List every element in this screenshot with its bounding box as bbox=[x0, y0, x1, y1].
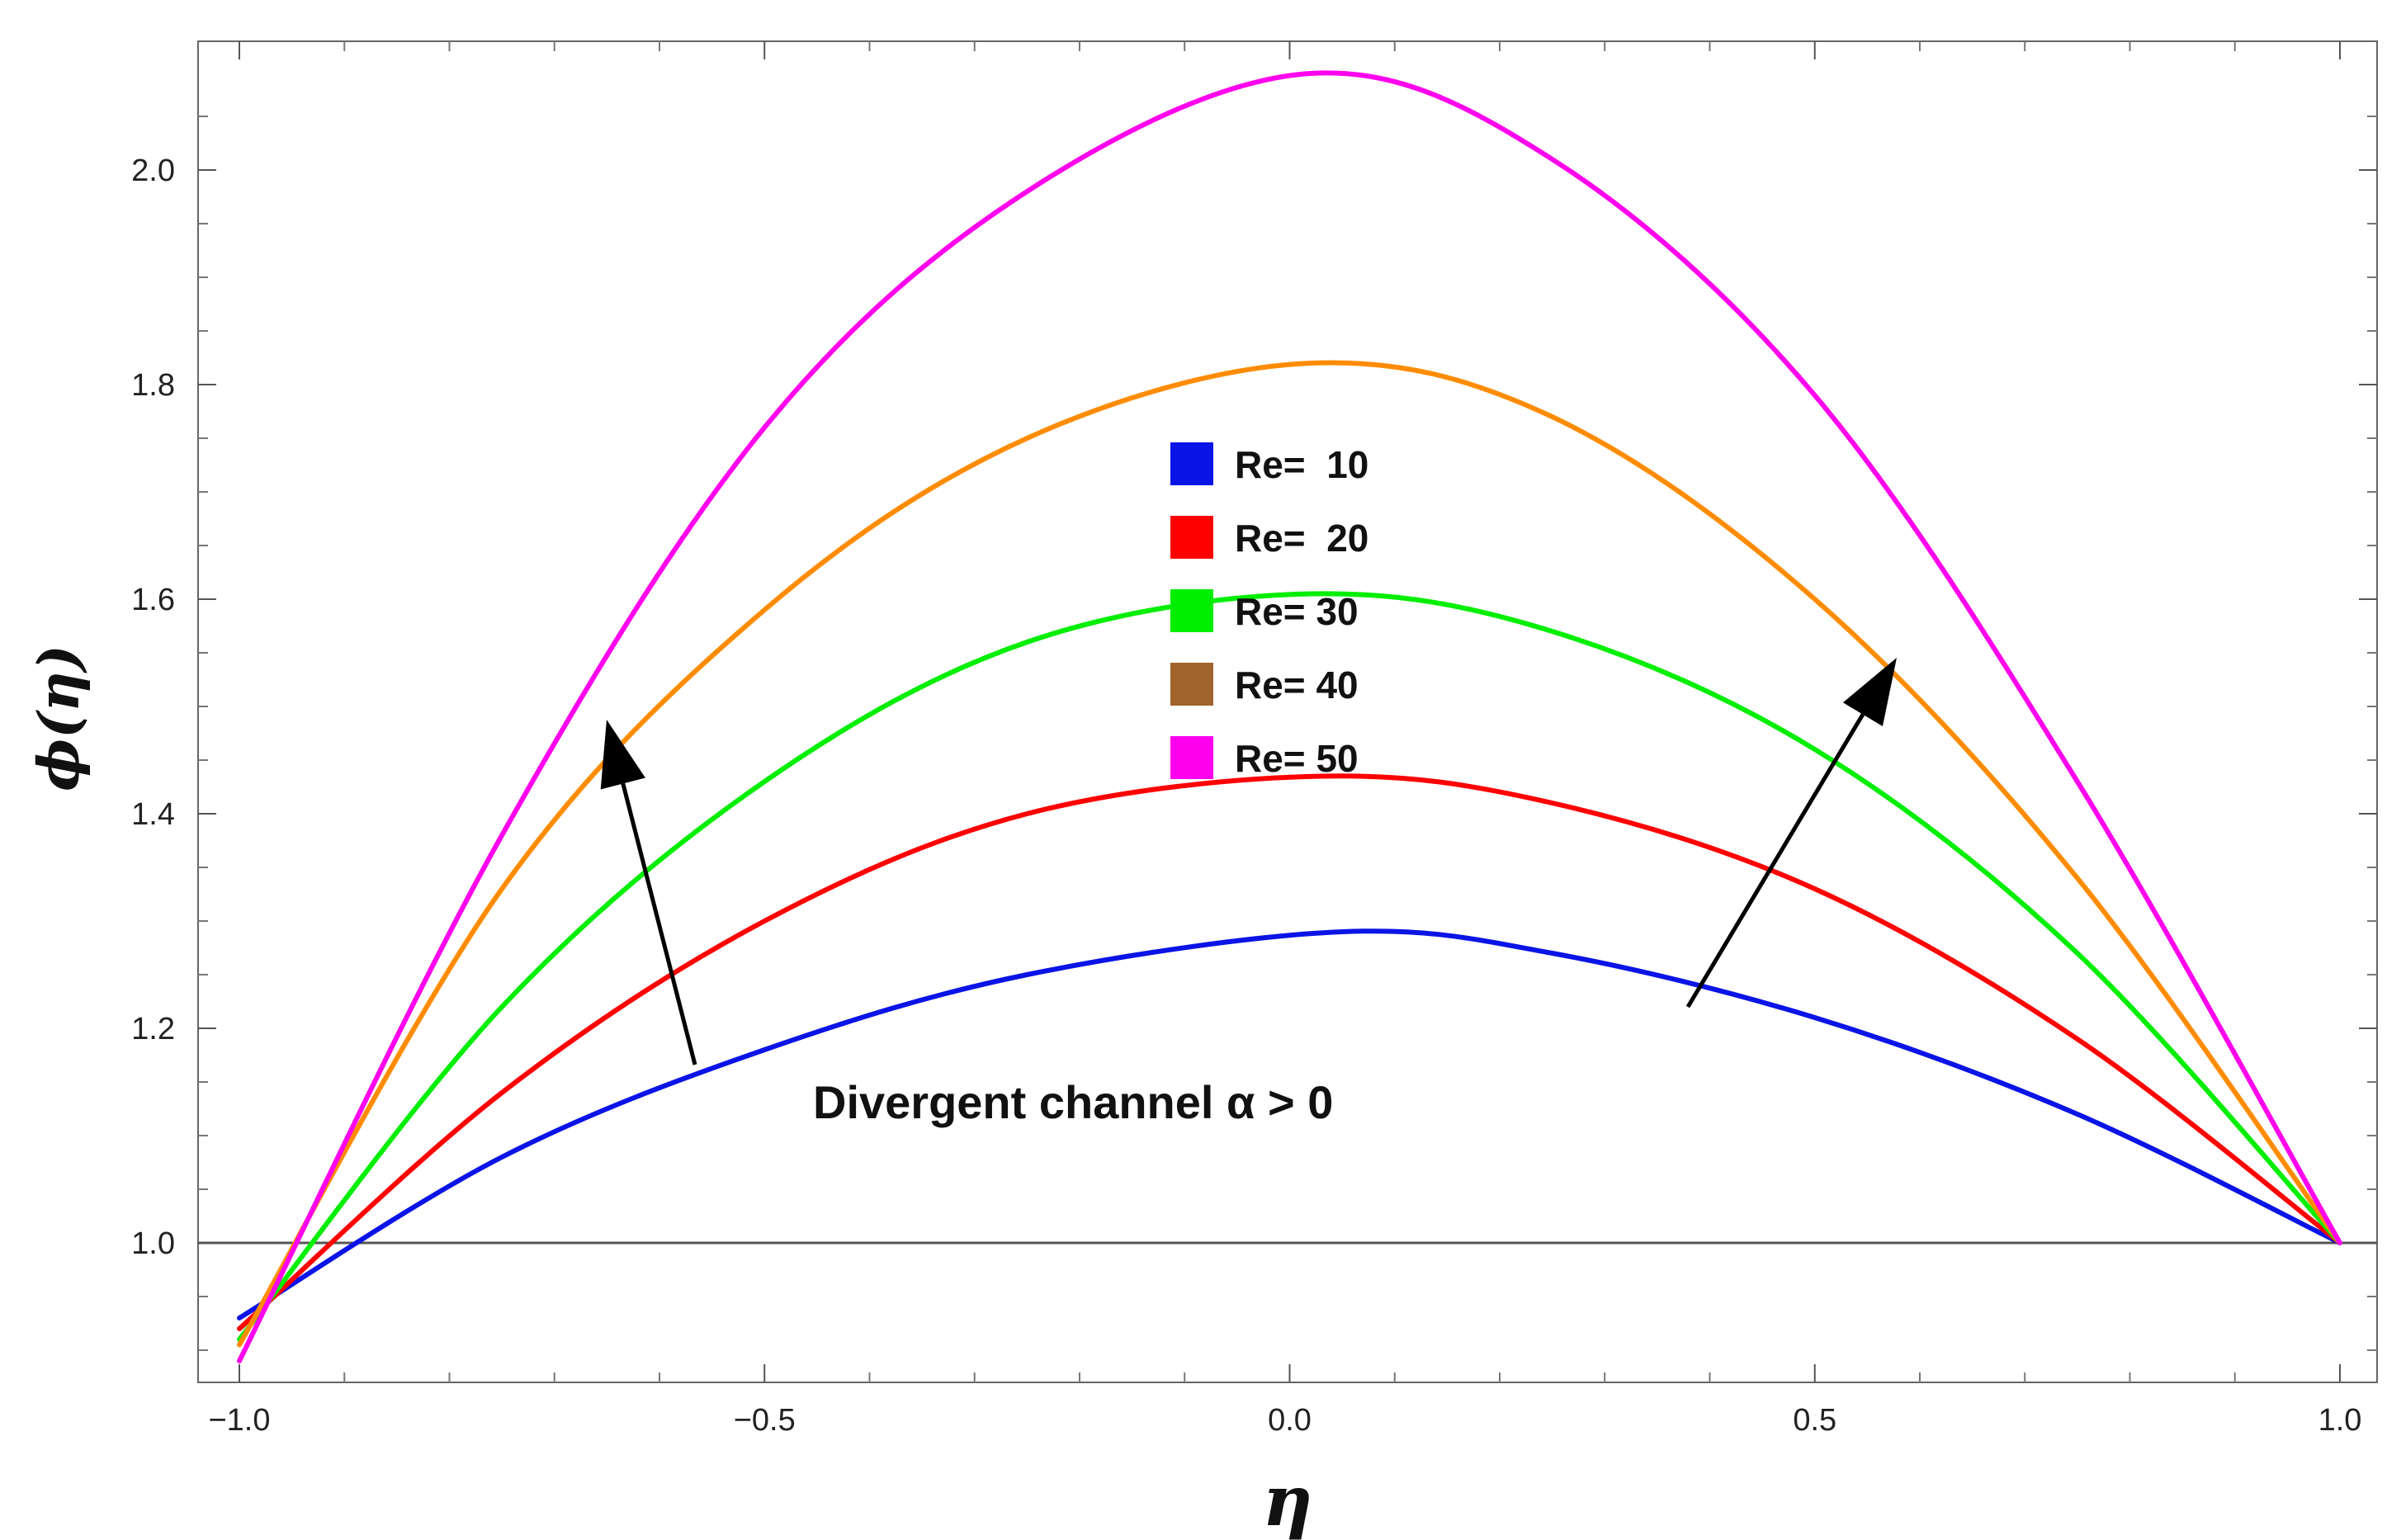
legend-label-1: Re= 10 bbox=[1235, 443, 1368, 486]
y-tick-label: 1.4 bbox=[131, 797, 175, 832]
y-axis-title: ϕ(η) bbox=[26, 645, 92, 791]
legend-label-4: Re= 40 bbox=[1235, 664, 1359, 706]
arrow-left bbox=[600, 720, 697, 1065]
legend-label-3: Re= 30 bbox=[1235, 590, 1359, 633]
annotation-divergent-channel: Divergent channel α > 0 bbox=[813, 1076, 1333, 1128]
x-axis-title: η bbox=[1262, 1460, 1312, 1540]
legend-swatch-2 bbox=[1170, 516, 1213, 559]
x-tick-label: 0.5 bbox=[1793, 1403, 1836, 1438]
legend-label-5: Re= 50 bbox=[1235, 737, 1359, 780]
tick-layer: −1.0 −0.5 0.0 0.5 1.0 1.0 1.2 1.4 1.6 1.8 2.0 bbox=[131, 41, 2377, 1438]
y-tick-label: 1.0 bbox=[131, 1226, 175, 1261]
legend: Re= 10 Re= 20 Re= 30 Re= 40 Re= 50 bbox=[1170, 442, 1368, 780]
x-tick-label: 1.0 bbox=[2318, 1403, 2362, 1438]
legend-swatch-3 bbox=[1170, 589, 1213, 632]
series-layer bbox=[237, 70, 2342, 1363]
y-tick-label: 1.8 bbox=[131, 368, 175, 403]
series-line-3 bbox=[237, 591, 2342, 1342]
x-tick-label: −0.5 bbox=[734, 1403, 796, 1438]
y-tick-label: 2.0 bbox=[131, 154, 175, 188]
arrow-layer bbox=[600, 658, 1897, 1065]
series-line-4 bbox=[237, 360, 2342, 1348]
legend-swatch-1 bbox=[1170, 442, 1213, 485]
series-line-5 bbox=[237, 70, 2342, 1363]
series-line-1 bbox=[237, 928, 2342, 1320]
legend-label-2: Re= 20 bbox=[1235, 517, 1368, 560]
arrow-right bbox=[1685, 658, 1897, 1009]
plot-frame bbox=[197, 40, 2378, 1383]
legend-swatch-5 bbox=[1170, 736, 1213, 779]
x-tick-label: −1.0 bbox=[208, 1403, 270, 1438]
y-tick-label: 1.2 bbox=[131, 1012, 175, 1046]
series-line-2 bbox=[237, 773, 2342, 1331]
legend-swatch-4 bbox=[1170, 663, 1213, 706]
x-tick-label: 0.0 bbox=[1268, 1403, 1312, 1438]
y-tick-label: 1.6 bbox=[131, 583, 175, 617]
